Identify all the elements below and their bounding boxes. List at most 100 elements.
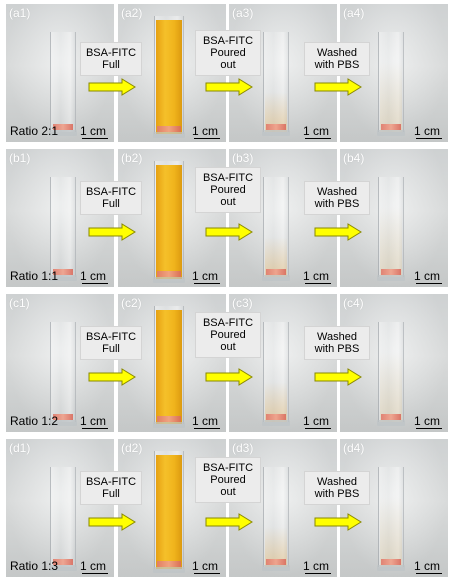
test-tube [262,177,290,281]
panel-background [6,439,114,577]
faint-residue [380,497,402,567]
test-tube [262,467,290,571]
arrow-shape [314,78,362,96]
scale-label: 1 cm [79,559,106,573]
ratio-label: Ratio 1:2 [10,414,59,428]
photo-panel-d2: (d2) 1 cm [118,439,226,577]
panel-label: (b4) [343,151,365,165]
arrow-shape [205,368,253,386]
arrow-shape [205,223,253,241]
faint-residue [380,352,402,422]
callout-text: BSA-FITC [85,186,137,198]
right-arrow-icon [205,78,253,96]
photo-panel-d3: (d3) 1 cm [229,439,337,577]
callout-text: Full [102,198,120,210]
photo-panel-c3: (c3) 1 cm [229,294,337,432]
photo-panel-c4: (c4) 1 cm [340,294,448,432]
panel-label: (b3) [232,151,254,165]
arrow-shape [88,368,136,386]
arrow-shape [88,78,136,96]
step-callout: BSA-FITC Poured out [195,457,261,503]
test-tube [262,32,290,136]
scale-bar [194,573,220,574]
callout-text: Full [102,343,120,355]
scale-label: 1 cm [191,414,218,428]
step-callout: Washed with PBS [304,471,370,505]
scale-label: 1 cm [302,124,329,138]
test-tube [377,322,405,426]
liquid-residue [265,382,287,422]
bsa-fitc-liquid [156,455,182,569]
callout-text: Washed [317,186,357,198]
step-callout: BSA-FITC Full [80,42,142,76]
liquid-residue [265,92,287,132]
scale-bar [416,283,442,284]
step-callout: Washed with PBS [304,181,370,215]
scale-bar [305,283,331,284]
callout-text: BSA-FITC [202,35,254,47]
callout-text: with PBS [314,343,360,355]
step-callout: BSA-FITC Full [80,326,142,360]
sample-material [53,269,73,275]
panel-background [6,294,114,432]
bsa-fitc-liquid [156,310,182,424]
panel-label: (c1) [9,296,30,310]
callout-text: out [220,486,236,498]
scale-label: 1 cm [191,559,218,573]
ratio-label: Ratio 1:3 [10,559,59,573]
sample-material [266,559,286,565]
tube-base [49,130,77,136]
panel-label: (d1) [9,441,31,455]
sample-material [157,416,181,422]
test-tube [377,32,405,136]
panel-background [340,149,448,287]
right-arrow-icon [205,223,253,241]
step-callout: BSA-FITC Full [80,181,142,215]
arrow-shape [88,513,136,531]
right-arrow-icon [205,368,253,386]
test-tube [377,467,405,571]
panel-label: (c4) [343,296,364,310]
step-callout: BSA-FITC Poured out [195,312,261,358]
callout-text: Poured [210,47,246,59]
photo-panel-b1: (b1) Ratio 1:1 1 cm [6,149,114,287]
sample-material [381,269,401,275]
callout-text: BSA-FITC [202,317,254,329]
callout-text: Washed [317,47,357,59]
test-tube [49,32,77,136]
scale-label: 1 cm [302,269,329,283]
bsa-fitc-liquid [156,20,182,134]
test-tube [49,467,77,571]
test-tube [49,177,77,281]
sample-material [381,559,401,565]
test-tube [153,306,185,428]
scale-bar [194,428,220,429]
photo-panel-d4: (d4) 1 cm [340,439,448,577]
callout-text: Poured [210,184,246,196]
callout-text: BSA-FITC [202,172,254,184]
tube-base [262,275,290,281]
panel-label: (b1) [9,151,31,165]
liquid-residue [265,237,287,277]
panel-label: (a4) [343,6,365,20]
arrow-shape [205,513,253,531]
right-arrow-icon [314,513,362,531]
test-tube [153,451,185,573]
callout-text: Poured [210,329,246,341]
ratio-label: Ratio 2:1 [10,124,59,138]
right-arrow-icon [314,223,362,241]
scale-bar [194,138,220,139]
photo-panel-d1: (d1) Ratio 1:3 1 cm [6,439,114,577]
panel-label: (a1) [9,6,31,20]
step-callout: BSA-FITC Poured out [195,30,261,76]
scale-label: 1 cm [79,269,106,283]
right-arrow-icon [88,223,136,241]
sample-material [266,124,286,130]
callout-text: with PBS [314,59,360,71]
scale-label: 1 cm [79,414,106,428]
callout-text: out [220,196,236,208]
callout-text: Washed [317,476,357,488]
tube-base [49,565,77,571]
tube-base [262,130,290,136]
sample-material [157,126,181,132]
